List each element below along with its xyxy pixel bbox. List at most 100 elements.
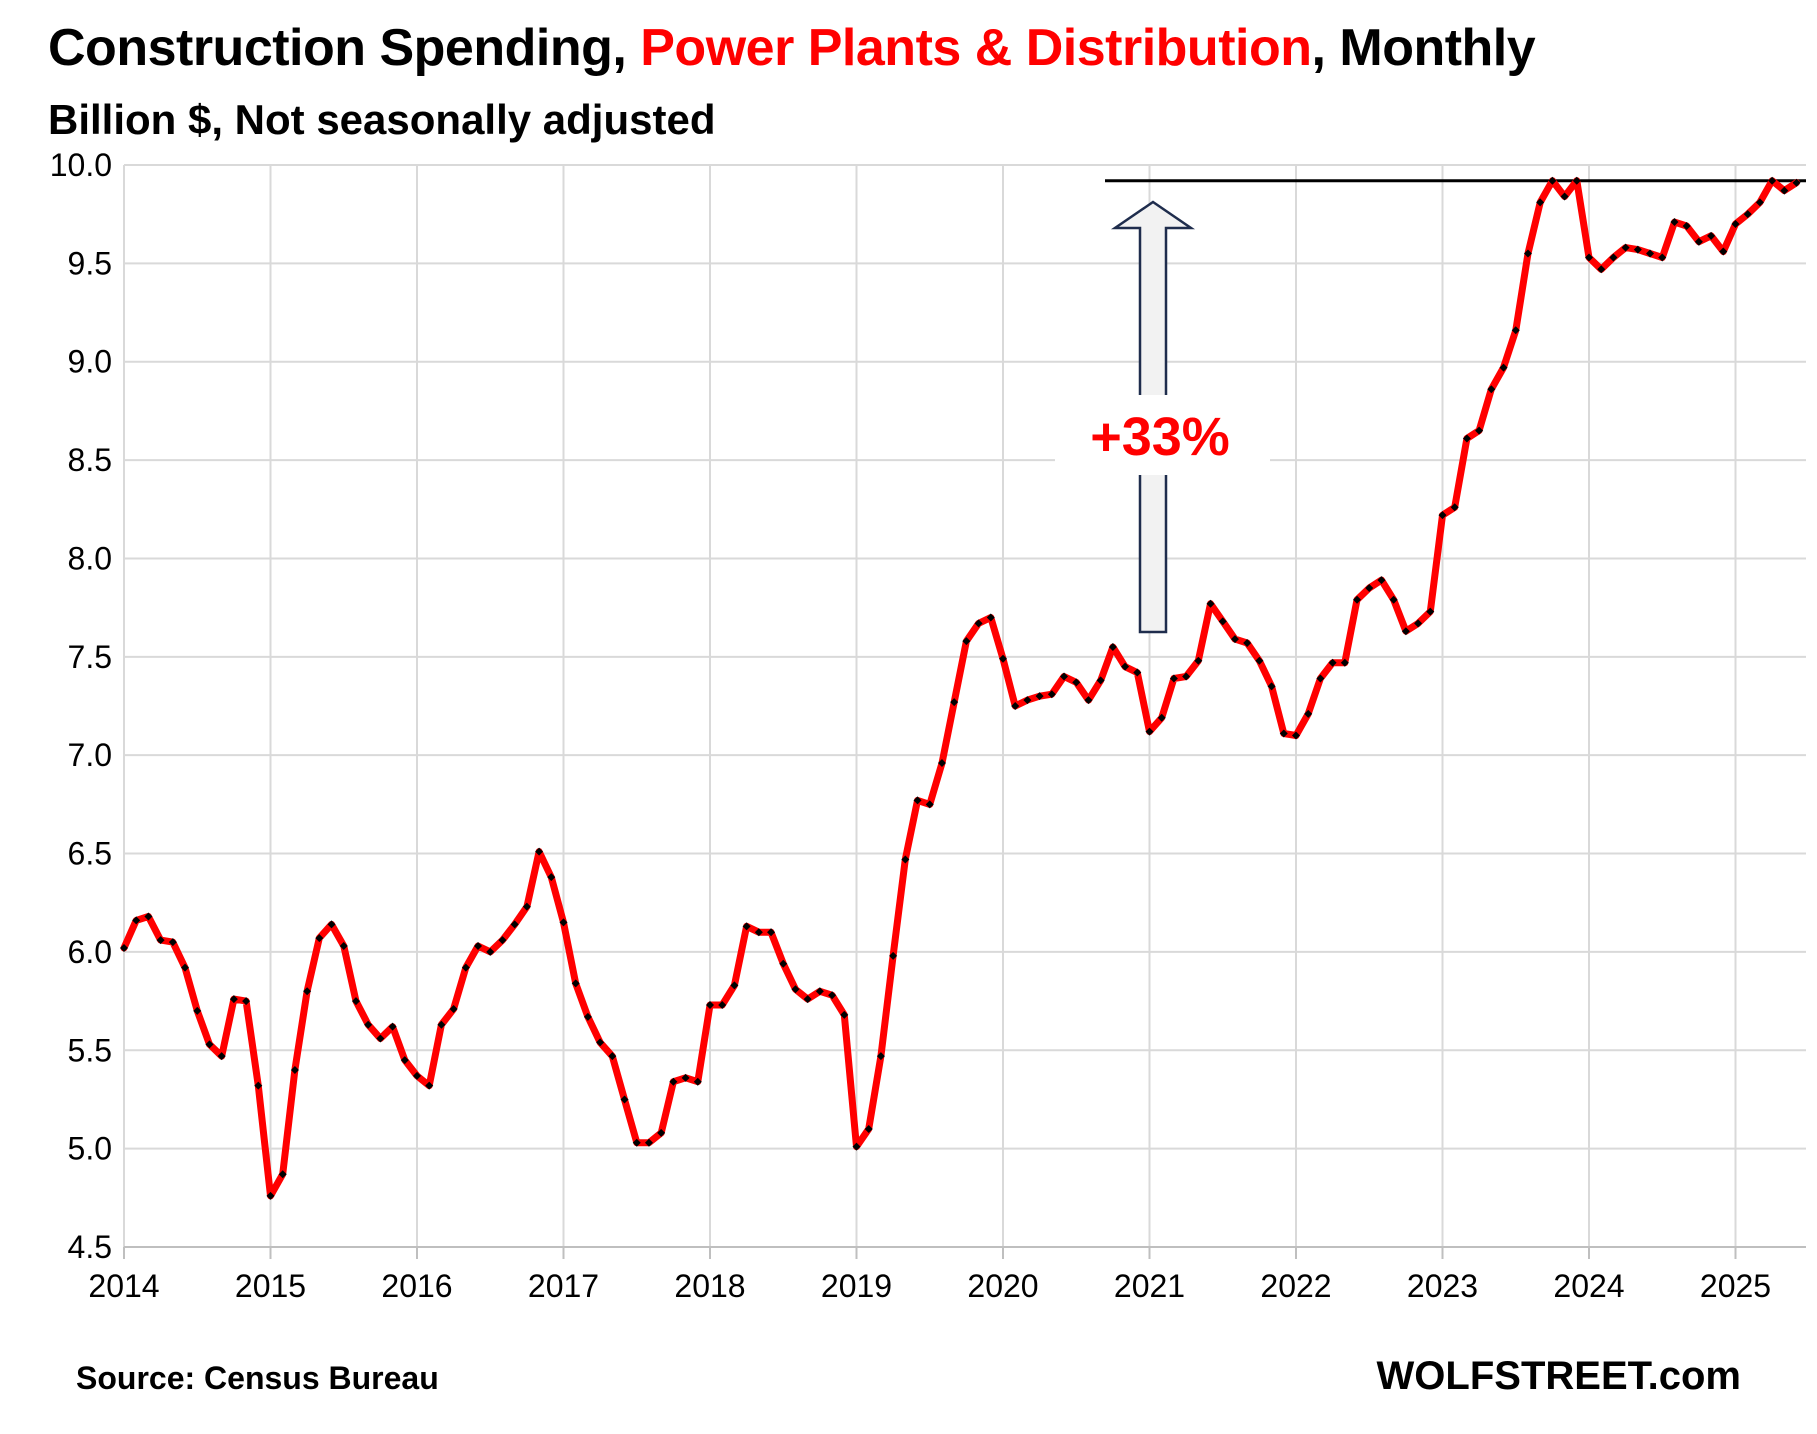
data-point	[351, 997, 360, 1006]
y-tick-label: 6.5	[68, 836, 112, 872]
arrow-annotation: +33%	[1055, 200, 1270, 634]
data-point	[669, 1077, 678, 1086]
data-point	[278, 1170, 287, 1179]
data-point	[1084, 696, 1093, 705]
data-point	[510, 920, 519, 929]
data-point	[1658, 253, 1667, 262]
data-point	[1670, 218, 1679, 227]
data-point	[1731, 220, 1740, 229]
data-point	[937, 759, 946, 768]
data-point	[583, 1012, 592, 1021]
data-point	[1121, 662, 1130, 671]
data-point	[1023, 696, 1032, 705]
x-tick-label: 2014	[88, 1268, 159, 1304]
data-point	[1145, 727, 1154, 736]
data-point	[1267, 682, 1276, 691]
data-point	[1438, 511, 1447, 520]
data-point	[571, 979, 580, 988]
data-point	[559, 918, 568, 927]
data-point	[1243, 639, 1252, 648]
data-point	[1621, 243, 1630, 252]
x-tick-label: 2022	[1260, 1268, 1331, 1304]
data-point	[1401, 627, 1410, 636]
x-axis: 2014 2015 2016 2017 2018 2019 2020 2021 2022 2023…	[88, 1246, 1806, 1304]
data-point	[303, 987, 312, 996]
data-point	[1047, 690, 1056, 699]
data-point	[718, 1001, 727, 1010]
data-point	[742, 922, 751, 931]
y-tick-label: 9.0	[68, 344, 112, 380]
data-point	[1316, 674, 1325, 683]
data-point	[388, 1022, 397, 1031]
x-tick-label: 2015	[235, 1268, 306, 1304]
data-point	[1108, 642, 1117, 651]
data-point	[706, 1001, 714, 1010]
x-tick-label: 2020	[967, 1268, 1038, 1304]
data-point	[925, 800, 934, 809]
data-point	[852, 1142, 861, 1151]
chart-title: Construction Spending, Power Plants & Di…	[48, 18, 1536, 78]
data-point	[974, 619, 983, 628]
data-point	[486, 947, 495, 956]
data-point	[1548, 176, 1557, 185]
y-tick-label: 10.0	[50, 147, 112, 183]
data-point	[1230, 635, 1239, 644]
data-point	[608, 1052, 617, 1061]
x-tick-label: 2023	[1407, 1268, 1478, 1304]
data-point	[339, 942, 348, 951]
data-point	[1304, 709, 1313, 718]
data-point	[120, 943, 128, 952]
data-point	[449, 1004, 458, 1013]
data-point	[1450, 503, 1459, 512]
data-point	[1694, 237, 1703, 246]
y-tick-label: 8.0	[68, 540, 112, 576]
data-point	[132, 916, 141, 925]
series-line	[120, 177, 1800, 1200]
y-tick-label: 8.5	[68, 442, 112, 478]
data-point	[1719, 247, 1728, 256]
y-tick-label: 7.5	[68, 639, 112, 675]
data-point	[1194, 656, 1203, 665]
data-point	[681, 1073, 690, 1082]
data-point	[1755, 198, 1764, 207]
data-point	[864, 1124, 873, 1133]
data-point	[1060, 672, 1069, 681]
data-point	[474, 942, 483, 951]
data-point	[290, 1065, 299, 1074]
data-point	[1682, 221, 1691, 230]
data-point	[1768, 176, 1777, 185]
data-point	[1206, 599, 1215, 608]
annotation-label: +33%	[1090, 407, 1230, 467]
data-point	[803, 995, 812, 1004]
data-point	[1597, 265, 1606, 274]
data-point	[1499, 363, 1508, 372]
data-point	[913, 796, 922, 805]
data-point	[791, 985, 800, 994]
data-point	[437, 1020, 446, 1029]
data-point	[1487, 385, 1496, 394]
data-point	[1426, 607, 1435, 616]
data-point	[828, 991, 837, 1000]
data-point	[840, 1010, 849, 1019]
data-point	[327, 920, 336, 929]
data-point	[1743, 210, 1752, 219]
data-point	[1365, 583, 1374, 592]
data-point	[1218, 617, 1227, 626]
data-point	[1169, 674, 1178, 683]
data-point	[876, 1052, 885, 1061]
title-part-highlight: Power Plants & Distribution	[640, 19, 1312, 77]
x-tick-label: 2025	[1700, 1268, 1771, 1304]
data-point	[1511, 326, 1520, 335]
data-point	[693, 1077, 702, 1086]
data-point	[1072, 678, 1081, 687]
data-point	[754, 928, 763, 937]
data-point	[1182, 672, 1191, 681]
data-point	[144, 912, 153, 921]
data-point	[1035, 692, 1044, 701]
data-point	[962, 637, 971, 646]
y-tick-label: 4.5	[68, 1229, 112, 1265]
data-point	[1353, 595, 1362, 604]
data-point	[657, 1128, 666, 1137]
data-point	[181, 963, 190, 972]
